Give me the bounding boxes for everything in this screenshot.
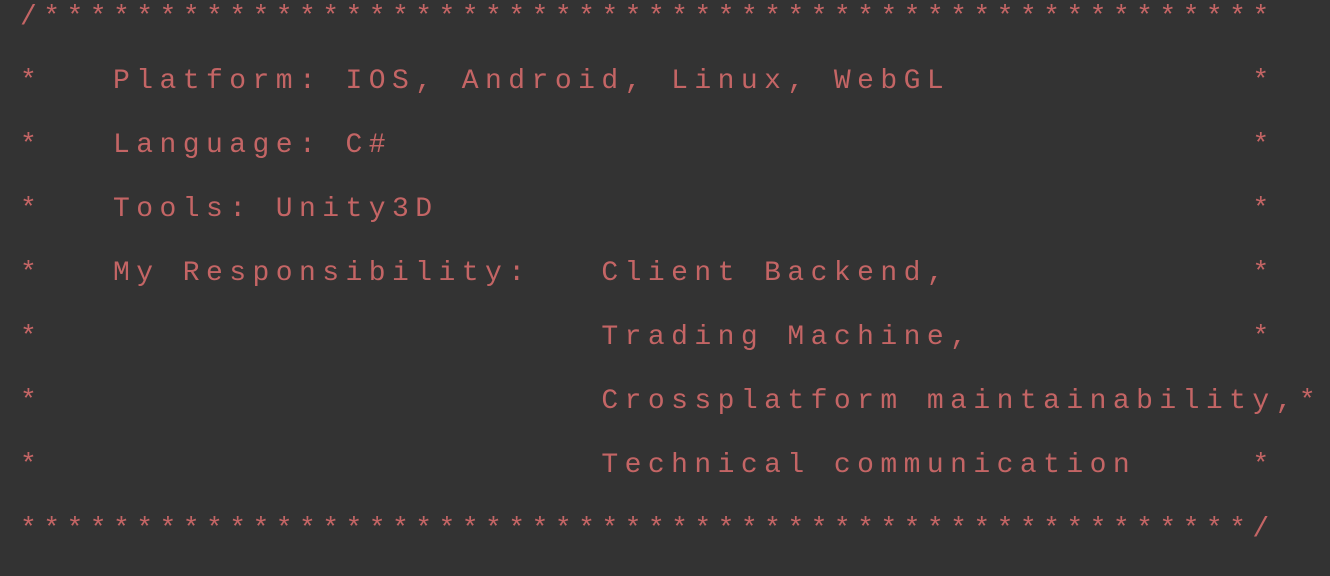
responsibility-crossplatform-line: * Crossplatform maintainability,* xyxy=(20,386,1323,417)
comment-bottom-border: ****************************************… xyxy=(20,514,1276,545)
responsibility-trading-line: * Trading Machine, * xyxy=(20,322,1276,353)
comment-top-border: /***************************************… xyxy=(20,2,1276,33)
responsibility-line: * My Responsibility: Client Backend, * xyxy=(20,258,1276,289)
tools-line: * Tools: Unity3D * xyxy=(20,194,1276,225)
language-line: * Language: C# * xyxy=(20,130,1276,161)
responsibility-communication-line: * Technical communication * xyxy=(20,450,1276,481)
platform-line: * Platform: IOS, Android, Linux, WebGL * xyxy=(20,66,1276,97)
code-comment-block: /***************************************… xyxy=(20,0,1322,576)
